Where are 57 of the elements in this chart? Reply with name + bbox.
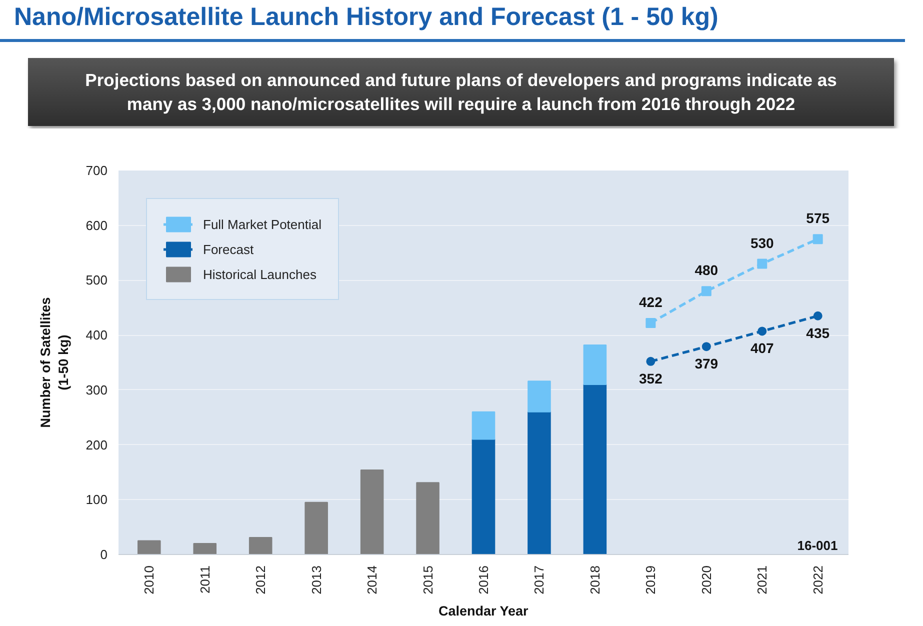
y-tick-label: 600 — [86, 218, 108, 233]
point — [646, 318, 656, 328]
point — [757, 258, 768, 269]
data-label: 379 — [694, 356, 718, 372]
bar — [360, 470, 384, 554]
legend-label: Forecast — [203, 242, 254, 256]
x-tick-label: 2021 — [754, 566, 770, 594]
x-tick-label: 2012 — [253, 566, 268, 594]
point — [646, 356, 656, 366]
data-label: 435 — [806, 324, 830, 341]
x-tick-label: 2020 — [698, 566, 714, 594]
x-tick-label: 2017 — [532, 566, 547, 594]
data-label: 480 — [694, 262, 718, 278]
data-label: 352 — [638, 370, 663, 386]
y-tick-label: 500 — [86, 272, 108, 288]
x-tick-label: 2010 — [142, 566, 157, 594]
chart-subtitle: Projections based on announced and future plans of developers and programs indicate as many as 3,000 nano/microsatellites will require a launch from 2016 through 2022 — [28, 58, 894, 126]
x-tick-label: 2016 — [476, 566, 491, 594]
y-axis-title: Number of Satellites (1-50 kg) — [38, 297, 71, 428]
y-tick-label: 300 — [86, 382, 108, 398]
y-tick-label: 0 — [100, 547, 108, 562]
bar — [304, 502, 328, 554]
point — [813, 311, 822, 320]
x-tick-label: 2014 — [364, 566, 380, 594]
data-label: 422 — [638, 294, 663, 310]
bar — [138, 540, 161, 554]
bar — [583, 384, 607, 554]
x-tick-label: 2013 — [308, 566, 324, 594]
bar — [528, 380, 551, 412]
legend-label: Historical Launches — [203, 266, 316, 282]
data-label: 530 — [750, 234, 774, 251]
x-tick-label: 2019 — [643, 566, 658, 594]
bar — [248, 536, 272, 554]
y-tick-label: 200 — [86, 437, 108, 452]
data-label: 407 — [750, 340, 774, 356]
legend-label: Full Market Potential — [203, 216, 322, 232]
bar — [472, 438, 496, 554]
bar — [193, 543, 217, 554]
bar — [416, 482, 440, 554]
point — [701, 286, 712, 296]
annotation: 16-001 — [797, 538, 838, 553]
point — [812, 234, 823, 244]
y-tick-label: 100 — [86, 492, 108, 508]
chart-title: Nano/Microsatellite Launch History and Forecast (1 - 50 kg) — [0, 0, 905, 42]
x-tick-label: 2011 — [197, 565, 212, 594]
data-label: 575 — [806, 210, 830, 226]
y-tick-label: 700 — [86, 163, 108, 178]
x-tick-label: 2018 — [587, 566, 602, 594]
x-tick-label: 2022 — [810, 566, 826, 594]
bar — [583, 344, 607, 385]
x-axis-title: Calendar Year — [438, 603, 530, 618]
y-tick-label: 400 — [86, 328, 108, 343]
bar — [528, 411, 551, 554]
bar — [472, 411, 496, 440]
point — [702, 342, 711, 352]
point — [758, 326, 767, 336]
x-tick-label: 2015 — [420, 566, 436, 594]
